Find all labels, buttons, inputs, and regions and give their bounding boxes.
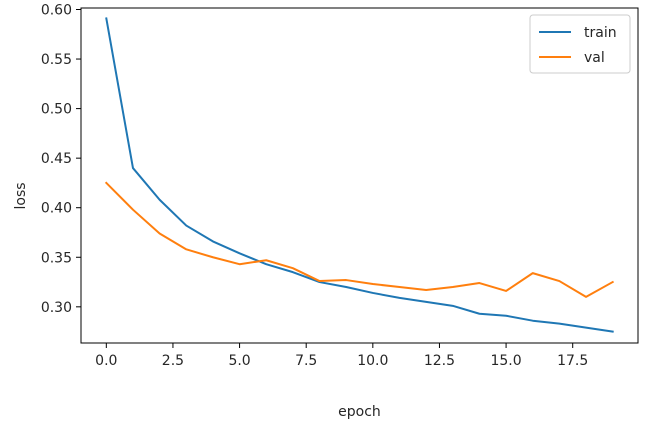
series-line-val <box>104 181 615 298</box>
x-tick-label: 5.0 <box>228 353 250 369</box>
legend-label-val: val <box>584 50 605 66</box>
x-tick-label: 17.5 <box>557 353 588 369</box>
legend-label-train: train <box>584 25 617 41</box>
series-line-train <box>105 17 614 333</box>
y-tick-label: 0.35 <box>41 250 72 266</box>
y-tick-label: 0.45 <box>41 151 72 167</box>
plot-frame <box>80 7 639 344</box>
y-tick-label: 0.60 <box>41 2 72 18</box>
legend-box <box>529 14 631 74</box>
x-tick-label: 15.0 <box>490 353 521 369</box>
series-layer <box>104 17 615 333</box>
y-axis-label: loss <box>13 182 29 209</box>
x-axis-label: epoch <box>338 404 381 420</box>
y-axis-ticks: 0.30 0.35 0.40 0.45 0.50 0.55 0.60 <box>41 2 81 316</box>
x-tick-label: 7.5 <box>295 353 317 369</box>
x-tick-label: 10.0 <box>357 353 388 369</box>
y-tick-label: 0.55 <box>41 52 72 68</box>
legend: train val <box>529 14 631 74</box>
x-tick-label: 0.0 <box>95 353 117 369</box>
x-axis-ticks: 0.0 2.5 5.0 7.5 10.0 12.5 15.0 17.5 <box>95 343 588 369</box>
y-tick-label: 0.50 <box>41 102 72 118</box>
y-tick-label: 0.30 <box>41 300 72 316</box>
x-tick-label: 12.5 <box>424 353 455 369</box>
x-tick-label: 2.5 <box>162 353 184 369</box>
y-tick-label: 0.40 <box>41 201 72 217</box>
